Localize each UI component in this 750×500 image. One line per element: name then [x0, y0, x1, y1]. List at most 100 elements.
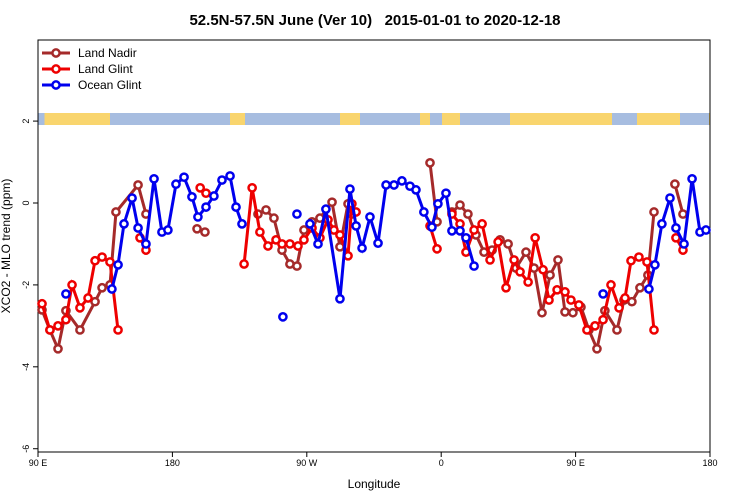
- data-point: [261, 205, 271, 215]
- data-point: [351, 221, 361, 231]
- data-point: [217, 175, 227, 185]
- data-point: [381, 180, 391, 190]
- data-point: [598, 289, 608, 299]
- data-point: [133, 223, 143, 233]
- series-line: [40, 162, 685, 354]
- x-tick-label: 90 W: [296, 458, 318, 468]
- data-point: [365, 212, 375, 222]
- data-point: [635, 282, 645, 293]
- data-point: [345, 184, 355, 194]
- data-point: [553, 255, 563, 265]
- data-point: [469, 225, 479, 235]
- data-point: [192, 223, 202, 234]
- data-point: [201, 188, 211, 199]
- data-point: [432, 244, 442, 254]
- data-point: [461, 232, 471, 243]
- data-point: [179, 172, 189, 183]
- data-point: [463, 209, 473, 219]
- data-point: [133, 180, 143, 190]
- data-point: [670, 179, 680, 190]
- legend-marker: [51, 80, 61, 90]
- series-line: [40, 186, 685, 333]
- x-tick-label: 90 E: [29, 458, 48, 468]
- y-tick-label: -4: [21, 363, 31, 371]
- data-point: [67, 280, 77, 290]
- data-point: [321, 204, 331, 214]
- data-point: [37, 298, 47, 309]
- data-point: [521, 247, 531, 257]
- data-point: [650, 259, 660, 270]
- data-point: [141, 239, 151, 249]
- data-point: [592, 343, 602, 354]
- data-point: [83, 293, 93, 303]
- data-point: [263, 241, 273, 251]
- data-point: [538, 264, 548, 275]
- data-point: [113, 325, 123, 335]
- data-point: [657, 219, 667, 229]
- data-point: [193, 212, 203, 222]
- data-point: [209, 191, 219, 201]
- data-point: [701, 225, 711, 235]
- data-point: [427, 222, 437, 233]
- data-point: [620, 293, 630, 303]
- data-point: [119, 219, 129, 229]
- data-point: [195, 182, 206, 193]
- data-point: [313, 239, 323, 249]
- data-point: [327, 197, 337, 208]
- x-tick-label: 0: [439, 458, 444, 468]
- data-point: [687, 173, 697, 184]
- x-tick-label: 180: [165, 458, 180, 468]
- data-point: [293, 241, 303, 251]
- data-point: [53, 343, 63, 354]
- data-point: [357, 243, 367, 253]
- data-point: [649, 207, 659, 217]
- data-point: [187, 192, 197, 202]
- data-point: [626, 255, 636, 266]
- data-point: [97, 252, 107, 262]
- data-point: [537, 307, 547, 318]
- data-point: [299, 235, 309, 245]
- data-point: [225, 171, 235, 181]
- series-line: [110, 173, 707, 300]
- map-strip: [38, 113, 710, 125]
- data-point: [231, 202, 241, 212]
- data-point: [469, 261, 479, 271]
- data-point: [425, 158, 435, 168]
- data-point: [105, 257, 115, 267]
- y-axis-label: XCO2 - MLO trend (ppm): [0, 179, 13, 314]
- y-tick-label: -6: [21, 445, 31, 453]
- data-point: [433, 198, 443, 209]
- data-point: [149, 173, 159, 184]
- x-tick-label: 90 E: [566, 458, 585, 468]
- data-point: [237, 219, 247, 229]
- data-point: [552, 284, 562, 295]
- legend-marker: [51, 64, 61, 74]
- data-point: [247, 182, 257, 193]
- data-point: [590, 321, 600, 331]
- legend-label: Ocean Glint: [78, 78, 142, 92]
- data-point: [163, 225, 173, 235]
- data-point: [269, 213, 279, 224]
- data-point: [530, 232, 540, 243]
- x-axis-label: Longitude: [348, 477, 401, 491]
- data-point: [447, 225, 457, 236]
- data-point: [679, 239, 689, 249]
- data-point: [665, 193, 675, 203]
- data-point: [278, 312, 288, 322]
- data-point: [45, 325, 55, 335]
- data-point: [335, 230, 345, 240]
- data-point: [627, 296, 637, 307]
- data-point: [90, 255, 100, 266]
- data-point: [560, 307, 570, 317]
- y-tick-label: -2: [21, 281, 31, 289]
- data-point: [598, 314, 608, 325]
- data-point: [614, 302, 624, 313]
- data-point: [455, 225, 465, 236]
- data-point: [671, 223, 681, 233]
- y-tick-label: 0: [21, 200, 31, 205]
- data-point: [634, 252, 644, 262]
- data-point: [515, 266, 525, 277]
- data-point: [582, 325, 592, 335]
- data-point: [53, 321, 63, 331]
- data-point: [111, 207, 121, 217]
